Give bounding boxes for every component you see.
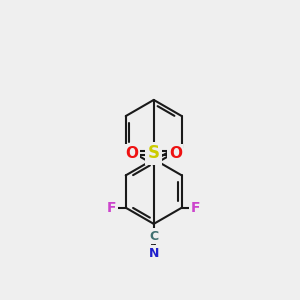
- Text: N: N: [148, 247, 159, 260]
- Text: O: O: [169, 146, 182, 160]
- Text: O: O: [126, 146, 139, 160]
- Text: C: C: [149, 230, 158, 243]
- Text: F: F: [107, 201, 117, 215]
- Text: S: S: [148, 144, 160, 162]
- Text: F: F: [191, 201, 200, 215]
